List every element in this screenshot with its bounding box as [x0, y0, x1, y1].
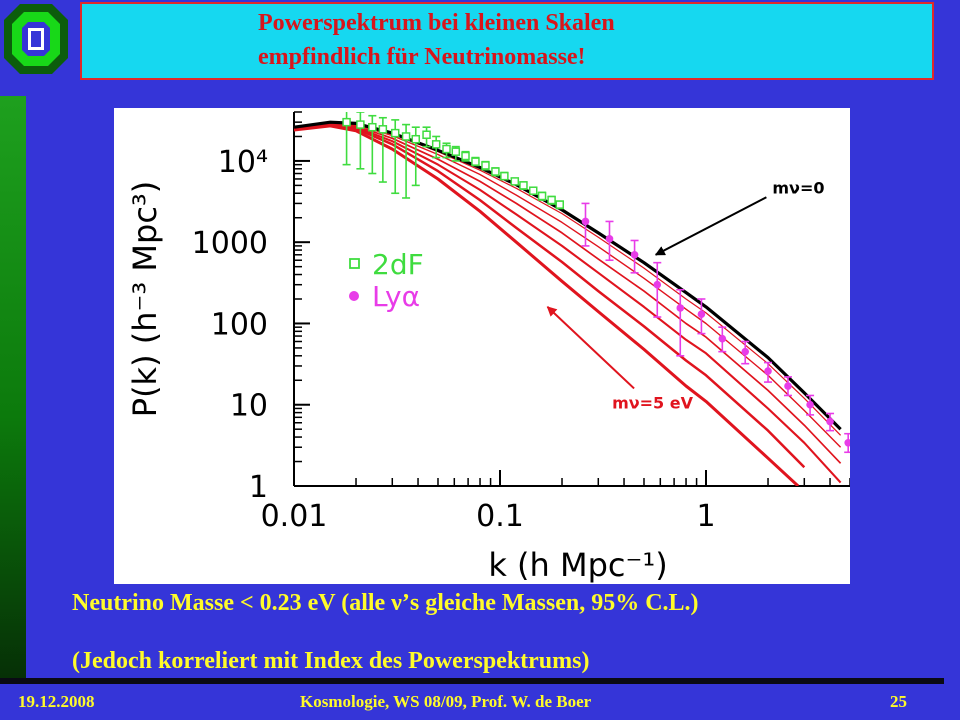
plot-area: [294, 112, 850, 486]
footer-date: 19.12.2008: [18, 692, 95, 711]
data-point-2df: [547, 195, 556, 205]
curve-massive-5: [294, 123, 806, 469]
data-point-2df: [555, 200, 565, 209]
series-lya: [581, 202, 850, 454]
series-2df: [342, 112, 565, 210]
university-logo: [4, 4, 68, 74]
power-spectrum-chart: 0.01 0.1 1 1 10 100 1000 10⁴ k (h Mpc⁻¹) P(k) (h⁻…: [114, 108, 850, 584]
data-point-lya: [718, 334, 727, 343]
footer-divider: [0, 678, 944, 684]
data-point-2df: [342, 117, 351, 127]
x-tick-label: 0.1: [476, 499, 524, 534]
data-point-lya: [826, 417, 834, 426]
chart-svg: 0.01 0.1 1 1 10 100 1000 10⁴ k (h Mpc⁻¹) P(k) (h⁻…: [126, 111, 850, 584]
curve-massive-4: [294, 122, 842, 484]
data-point-2df: [537, 191, 547, 201]
data-point-2df: [356, 120, 365, 129]
data-point-2df: [390, 128, 400, 138]
curve-massive-6: [294, 124, 800, 486]
data-point-lya: [697, 310, 706, 319]
data-point-2df: [510, 177, 520, 186]
legend-label: 2dF: [372, 248, 424, 281]
data-point-2df: [431, 140, 441, 149]
slide-title-line-1: Powerspektrum bei kleinen Skalen: [258, 10, 615, 36]
y-tick-label: 10: [230, 389, 268, 424]
data-point-2df: [461, 151, 470, 161]
data-point-lya: [676, 304, 685, 312]
x-tick-label: 0.01: [261, 499, 328, 534]
annotation-arrow: [654, 196, 767, 256]
y-tick-label: 1000: [192, 226, 268, 261]
data-point-lya: [784, 382, 792, 390]
y-tick-label: 10⁴: [218, 145, 268, 180]
data-point-2df: [500, 171, 509, 181]
data-point-2df: [411, 134, 421, 144]
footer-course: Kosmologie, WS 08/09, Prof. W. de Boer: [300, 692, 592, 711]
data-point-2df: [442, 144, 451, 154]
annotation-5ev: mν=5 eV: [612, 393, 694, 412]
data-point-lya: [630, 250, 639, 259]
annotation-massless: mν=0: [772, 178, 824, 197]
legend-label: Lyα: [372, 280, 420, 313]
y-tick-label: 1: [249, 470, 268, 505]
neutrino-mass-limit-text: Neutrino Masse < 0.23 eV (alle ν’s gleic…: [72, 590, 699, 616]
legend-marker-lya: [349, 291, 359, 301]
correlation-note-text: (Jedoch korreliert mit Index des Powersp…: [72, 648, 590, 674]
x-axis-title: k (h Mpc⁻¹): [488, 546, 667, 584]
data-point-2df: [528, 186, 538, 195]
data-point-2df: [401, 132, 411, 141]
data-point-2df: [491, 167, 500, 176]
legend-marker-2df: [349, 258, 360, 269]
data-point-2df: [519, 181, 528, 190]
data-point-2df: [368, 122, 377, 132]
data-point-2df: [451, 147, 461, 156]
title-box: Powerspektrum bei kleinen Skalen empfind…: [80, 2, 934, 80]
data-point-lya: [653, 280, 662, 289]
footer-page-number: 25: [890, 692, 907, 711]
data-point-2df: [378, 125, 388, 134]
slide-title-line-2: empfindlich für Neutrinomasse!: [258, 44, 586, 70]
data-point-lya: [605, 235, 614, 243]
data-point-lya: [581, 217, 590, 226]
annotation-arrow: [546, 306, 635, 390]
y-axis-title: P(k) (h⁻³ Mpc³): [126, 181, 164, 417]
sidebar-green-bar: [0, 96, 26, 678]
x-tick-label: 1: [696, 499, 715, 534]
data-point-2df: [422, 130, 431, 139]
data-point-lya: [741, 347, 750, 356]
data-point-2df: [481, 161, 490, 170]
data-point-lya: [764, 367, 772, 375]
y-tick-label: 100: [211, 307, 268, 342]
data-point-lya: [806, 400, 814, 409]
data-point-2df: [471, 157, 480, 166]
data-point-lya: [844, 439, 850, 447]
